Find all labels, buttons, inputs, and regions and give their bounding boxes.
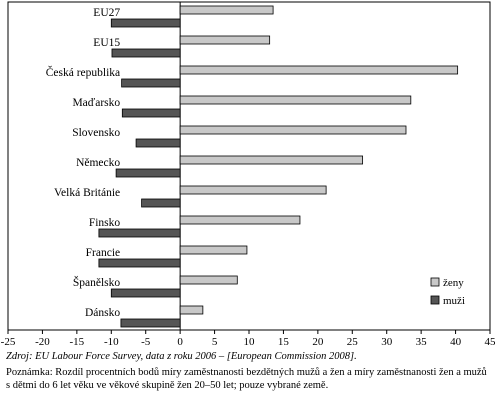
x-tick-label-13: 40 — [450, 336, 462, 348]
x-tick-label-2: -15 — [70, 336, 85, 348]
legend-label-zeny: ženy — [443, 277, 464, 289]
bar-muzi-0 — [110, 18, 181, 28]
bar-muzi-4 — [135, 138, 181, 148]
bar-muzi-2 — [121, 78, 181, 88]
bar-muzi-3 — [121, 108, 181, 118]
x-tick-label-14: 45 — [485, 336, 495, 348]
x-tick-label-5: 0 — [177, 336, 183, 348]
category-label-4: Slovensko — [72, 127, 120, 139]
bar-muzi-9 — [110, 288, 181, 298]
legend-swatch-muzi — [430, 295, 440, 305]
x-tick-label-7: 10 — [244, 336, 256, 348]
bar-chart: EU27 EU15 Česká republika Maďarsko Slovensko… — [1, 1, 495, 348]
x-tick-label-1: -20 — [35, 336, 50, 348]
bar-muzi-10 — [120, 318, 181, 328]
category-label-1: EU15 — [93, 37, 120, 49]
bar-zeny-1 — [179, 35, 271, 45]
x-tick-label-10: 25 — [347, 336, 359, 348]
x-tick-label-8: 15 — [278, 336, 290, 348]
bar-muzi-1 — [111, 48, 181, 58]
category-label-10: Dánsko — [85, 307, 120, 319]
source-caption: Zdroj: EU Labour Force Survey, data z ro… — [6, 351, 357, 362]
bar-zeny-0 — [179, 5, 274, 15]
bar-muzi-7 — [98, 228, 181, 238]
bar-muzi-6 — [141, 198, 181, 208]
category-label-7: Finsko — [89, 217, 121, 229]
x-tick-label-4: -5 — [141, 336, 151, 348]
x-tick-label-0: -25 — [1, 336, 16, 348]
category-label-6: Velká Británie — [54, 187, 120, 199]
bar-zeny-10 — [179, 305, 204, 315]
category-label-8: Francie — [86, 247, 120, 259]
bar-zeny-6 — [179, 185, 327, 195]
bar-zeny-9 — [179, 275, 238, 285]
category-label-9: Španělsko — [73, 275, 121, 289]
category-label-0: EU27 — [93, 7, 120, 19]
bar-muzi-8 — [98, 258, 181, 268]
bar-zeny-3 — [179, 95, 412, 105]
bar-zeny-4 — [179, 125, 407, 135]
category-label-2: Česká republika — [46, 65, 120, 79]
bar-zeny-2 — [179, 65, 459, 75]
bar-zeny-7 — [179, 215, 301, 225]
x-tick-label-9: 20 — [312, 336, 324, 348]
bar-zeny-8 — [179, 245, 248, 255]
x-tick-label-11: 30 — [381, 336, 393, 348]
x-tick-label-3: -10 — [104, 336, 119, 348]
x-tick-label-6: 5 — [212, 336, 218, 348]
bar-muzi-5 — [115, 168, 181, 178]
category-label-3: Maďarsko — [72, 97, 120, 109]
x-tick-label-12: 35 — [416, 336, 428, 348]
category-label-5: Německo — [76, 157, 120, 169]
note-caption: Poznámka: Rozdíl procentních bodů míry z… — [6, 367, 487, 391]
legend-label-muzi: muži — [443, 295, 465, 307]
bar-zeny-5 — [179, 155, 364, 165]
legend-swatch-zeny — [430, 277, 440, 287]
